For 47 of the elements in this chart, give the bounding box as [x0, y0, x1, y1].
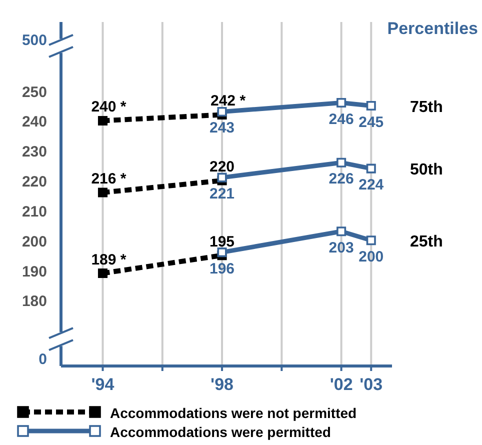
point	[366, 100, 376, 111]
point	[336, 98, 346, 108]
point	[366, 236, 376, 246]
y-tick-label: 220	[22, 174, 47, 191]
point	[336, 226, 346, 236]
x-tick-label: '94	[91, 375, 115, 394]
text: 500	[22, 32, 47, 49]
x-tick-label: '02	[330, 375, 353, 394]
text: 25th	[410, 233, 443, 250]
data-label: 203	[328, 239, 354, 256]
text: 50th	[410, 162, 443, 179]
y-tick-label: 250	[22, 84, 47, 101]
y-tick-label: 230	[22, 144, 47, 161]
data-label: 240 *	[91, 98, 126, 116]
annotation: Percentiles	[387, 19, 478, 38]
data-label: 200	[358, 248, 384, 266]
text: 0	[38, 351, 47, 368]
data-label: 243	[210, 120, 235, 137]
data-label: 196	[210, 260, 235, 278]
y-tick-label: 200	[22, 233, 47, 250]
y-tick-label: 240	[22, 114, 47, 131]
data-label: 226	[328, 170, 354, 188]
point	[366, 164, 376, 174]
point	[98, 268, 108, 278]
data-label: 246	[328, 110, 354, 128]
point	[98, 188, 108, 198]
y-tick-label: 180	[22, 293, 47, 310]
text: 75th	[410, 98, 443, 116]
data-label: 224	[358, 176, 384, 194]
point	[217, 172, 227, 182]
x-tick-label: '98	[210, 375, 234, 394]
data-label: 189 *	[91, 251, 126, 268]
y-tick-label: 210	[22, 203, 47, 220]
point	[217, 248, 227, 258]
y-tick-label: 190	[22, 263, 47, 280]
x-tick-label: '03	[360, 375, 383, 394]
point	[98, 116, 108, 126]
data-label: 195	[210, 233, 235, 250]
point	[217, 106, 227, 117]
data-label: 221	[210, 186, 235, 203]
point	[336, 158, 346, 168]
legend-label: Accommodations were permitted	[110, 424, 331, 440]
data-label: 220	[210, 158, 235, 176]
data-label: 216 *	[91, 170, 126, 188]
data-label: 242 *	[210, 92, 246, 110]
data-label: 245	[358, 114, 384, 131]
legend-label: Accommodations were not permitted	[110, 405, 357, 421]
